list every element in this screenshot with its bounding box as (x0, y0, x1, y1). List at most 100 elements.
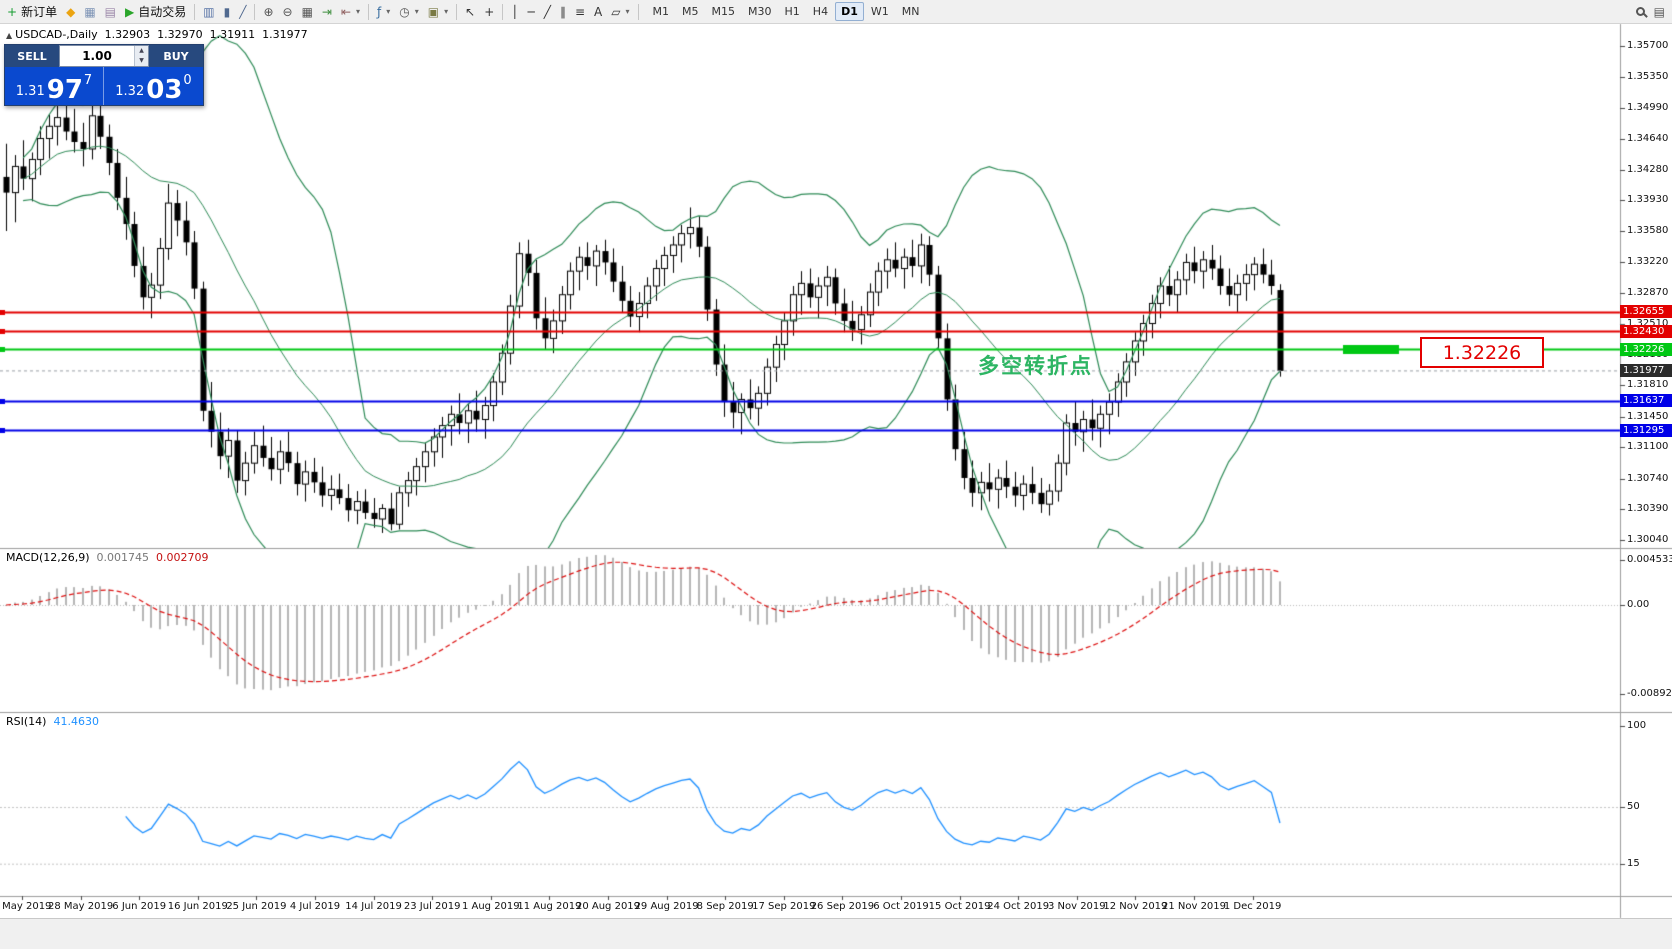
fibonacci-icon[interactable]: ≡ (571, 2, 589, 22)
data-window-icon[interactable]: ▤ (1650, 2, 1669, 22)
sell-price-sup: 7 (83, 73, 93, 88)
vertical-line-icon-glyph: │ (511, 4, 519, 19)
crosshair-icon[interactable]: + (480, 2, 498, 22)
chevron-down-icon: ▾ (625, 7, 630, 16)
algo-trading-glyph: ▶ (125, 4, 135, 19)
timeframe-mn-button[interactable]: MN (901, 5, 920, 18)
ohlc-open: 1.32903 (104, 28, 151, 41)
bar-chart-type-icon-glyph: ▥ (203, 4, 215, 19)
terminal-window-icon-glyph: ▤ (104, 4, 116, 19)
templates-icon-glyph: ▣ (427, 4, 440, 19)
zoom-in-icon-glyph: ⊕ (263, 4, 274, 19)
zoom-out-icon-glyph: ⊖ (282, 4, 293, 19)
market-watch-icon-glyph: ▦ (84, 4, 96, 19)
market-watch-icon[interactable]: ▦ (80, 2, 99, 22)
main-toolbar: + 新订单 ◆ ▦ ▤ ▶ 自动交易 ▥ ▮ ╱ ⊕ ⊖ ▦ ⇥ ⇤ ▾ ƒ ▾ ◷ ▾ ▣ ▾ ↖ + │ ─ ╱ ∥ ≡ A ▱ ▾ M1 M… (0, 0, 1672, 24)
templates-icon[interactable]: ▣ ▾ (424, 2, 452, 22)
toolbar-separator (368, 3, 370, 20)
macd-indicator-label: MACD(12,26,9) 0.001745 0.002709 (6, 551, 209, 564)
shapes-icon[interactable]: ▱ ▾ (607, 2, 633, 22)
trendline-icon[interactable]: ╱ (540, 2, 555, 22)
zoom-out-icon[interactable]: ⊖ (279, 2, 297, 22)
fibonacci-icon-glyph: ≡ (574, 4, 586, 19)
tile-windows-icon-glyph: ▦ (301, 4, 313, 19)
toolbar-separator (194, 3, 196, 20)
text-label-icon[interactable]: A (590, 2, 606, 22)
volume-up-button[interactable]: ▲ (135, 46, 148, 56)
rsi-name: RSI(14) (6, 715, 47, 728)
macd-name: MACD(12,26,9) (6, 551, 90, 564)
buy-price-prefix: 1.32 (115, 83, 145, 99)
chevron-down-icon: ▾ (444, 7, 449, 16)
auto-scroll-icon-glyph: ⇥ (321, 4, 332, 19)
cursor-icon-glyph: ↖ (465, 4, 476, 19)
candlestick-chart-type-icon-glyph: ▮ (223, 4, 231, 19)
timeframe-h1-button[interactable]: H1 (784, 5, 800, 18)
auto-scroll-icon[interactable]: ⇥ (318, 2, 336, 22)
timeframe-m1-button[interactable]: M1 (652, 5, 670, 18)
buy-price-sup: 0 (183, 73, 192, 88)
macd-main-value: 0.001745 (96, 551, 150, 564)
horizontal-line-icon[interactable]: ─ (524, 2, 539, 22)
algo-trading-button[interactable]: ▶ 自动交易 (121, 2, 190, 22)
symbol-marker-icon: ▲ (6, 31, 13, 40)
tile-windows-icon[interactable]: ▦ (298, 2, 317, 22)
text-label-icon-glyph: A (594, 4, 603, 19)
data-window-icon-glyph: ▤ (1653, 4, 1665, 19)
equidistant-channel-icon[interactable]: ∥ (556, 2, 570, 22)
chart-shift-icon[interactable]: ⇤ ▾ (337, 2, 364, 22)
indicators-icon-glyph: ƒ (377, 4, 382, 19)
indicators-icon[interactable]: ƒ ▾ (373, 2, 394, 22)
buy-button[interactable]: BUY (149, 45, 203, 67)
chevron-down-icon: ▾ (414, 7, 419, 16)
toolbar-separator (637, 3, 639, 20)
pivot-annotation-text: 多空转折点 (978, 354, 1093, 378)
bar-chart-type-icon[interactable]: ▥ (199, 2, 218, 22)
timeframe-d1-button[interactable]: D1 (835, 2, 864, 21)
sell-button[interactable]: SELL (5, 45, 59, 67)
zoom-in-icon[interactable]: ⊕ (259, 2, 277, 22)
timeframe-m15-button[interactable]: M15 (711, 5, 736, 18)
ohlc-high: 1.32970 (157, 28, 203, 41)
cursor-icon[interactable]: ↖ (461, 2, 479, 22)
new-order-button[interactable]: + 新订单 (3, 2, 61, 22)
toolbar-separator (254, 3, 256, 20)
buy-price-button[interactable]: 1.32 03 0 (104, 67, 203, 105)
chart-ohlc-header: ▲ USDCAD-,Daily 1.32903 1.32970 1.31911 1.319… (6, 28, 315, 41)
line-chart-type-icon[interactable]: ╱ (235, 2, 250, 22)
sell-price-button[interactable]: 1.31 97 7 (5, 67, 104, 105)
equidistant-channel-icon-glyph: ∥ (559, 4, 566, 19)
sell-price-big: 97 (46, 74, 83, 105)
timeframe-m5-button[interactable]: M5 (682, 5, 699, 18)
trendline-icon-glyph: ╱ (543, 4, 551, 19)
symbol-period-label: USDCAD-,Daily (15, 28, 98, 41)
timeframe-h4-button[interactable]: H4 (812, 5, 829, 18)
crosshair-icon-glyph: + (484, 4, 495, 19)
line-chart-type-icon-glyph: ╱ (239, 4, 247, 19)
mql5-community-icon[interactable]: ◆ (62, 2, 79, 22)
vertical-line-icon[interactable]: │ (507, 2, 522, 22)
new-order-button-label: 新订单 (21, 5, 58, 19)
toolbar-separator (502, 3, 504, 20)
timeframe-group: M1 M5 M15 M30 H1 H4 D1 W1 MN (647, 2, 926, 21)
search-icon[interactable] (1632, 2, 1649, 22)
volume-field: ▲ ▼ (59, 45, 149, 67)
ohlc-close: 1.31977 (262, 28, 308, 41)
timeframe-w1-button[interactable]: W1 (870, 5, 889, 18)
timeframe-m30-button[interactable]: M30 (748, 5, 772, 18)
volume-input[interactable] (60, 46, 134, 66)
chevron-down-icon: ▾ (356, 7, 361, 16)
volume-down-button[interactable]: ▼ (135, 56, 148, 66)
rsi-indicator-label: RSI(14) 41.4630 (6, 715, 99, 728)
rsi-value: 41.4630 (53, 715, 99, 728)
mql5-community-icon-glyph: ◆ (66, 4, 76, 19)
periods-icon[interactable]: ◷ ▾ (395, 2, 423, 22)
candlestick-chart-type-icon[interactable]: ▮ (220, 2, 235, 22)
chart-shift-icon-glyph: ⇤ (340, 4, 352, 19)
ohlc-low: 1.31911 (209, 28, 256, 41)
terminal-window-icon[interactable]: ▤ (101, 2, 120, 22)
toolbar-separator (456, 3, 458, 20)
price-callout-box: 1.32226 (1420, 337, 1544, 368)
